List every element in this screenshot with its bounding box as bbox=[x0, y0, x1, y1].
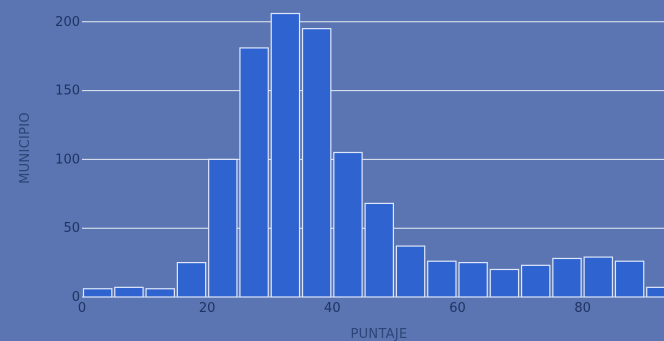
histogram-bar bbox=[145, 288, 175, 298]
histogram-bar bbox=[583, 256, 614, 298]
histogram-bar bbox=[333, 151, 363, 298]
y-axis-ticks: 0 50 100 150 200 bbox=[55, 15, 80, 305]
x-axis-title: PUNTAJE bbox=[350, 327, 407, 341]
y-tick-label: 50 bbox=[63, 221, 80, 236]
histogram-bar bbox=[646, 286, 664, 298]
histogram-bar bbox=[176, 261, 207, 298]
x-tick-label: 0 bbox=[78, 301, 86, 316]
x-axis-ticks: 0 20 40 60 80 bbox=[78, 301, 591, 316]
histogram-bar bbox=[82, 288, 113, 298]
histogram-bar bbox=[364, 202, 395, 298]
x-tick-label: 40 bbox=[324, 301, 341, 316]
histogram-bar bbox=[427, 260, 457, 298]
histogram-bar bbox=[239, 47, 269, 298]
y-tick-label: 200 bbox=[55, 15, 80, 30]
histogram-bar bbox=[520, 264, 551, 298]
histogram-bar bbox=[458, 261, 488, 298]
histogram-bar bbox=[395, 245, 426, 298]
histogram-bar bbox=[208, 158, 238, 298]
y-axis-title: MUNICIPIO bbox=[18, 112, 33, 184]
x-tick-label: 20 bbox=[199, 301, 216, 316]
histogram-bar bbox=[614, 260, 645, 298]
histogram-bar bbox=[270, 12, 301, 298]
y-tick-label: 100 bbox=[55, 152, 80, 167]
y-tick-label: 0 bbox=[72, 290, 80, 305]
bars bbox=[82, 12, 664, 298]
histogram-bar bbox=[114, 286, 144, 298]
histogram-bar bbox=[489, 268, 520, 298]
histogram-bar bbox=[552, 257, 582, 298]
x-tick-label: 80 bbox=[574, 301, 591, 316]
y-tick-label: 150 bbox=[55, 84, 80, 99]
x-tick-label: 60 bbox=[449, 301, 466, 316]
histogram-bar bbox=[301, 28, 332, 298]
